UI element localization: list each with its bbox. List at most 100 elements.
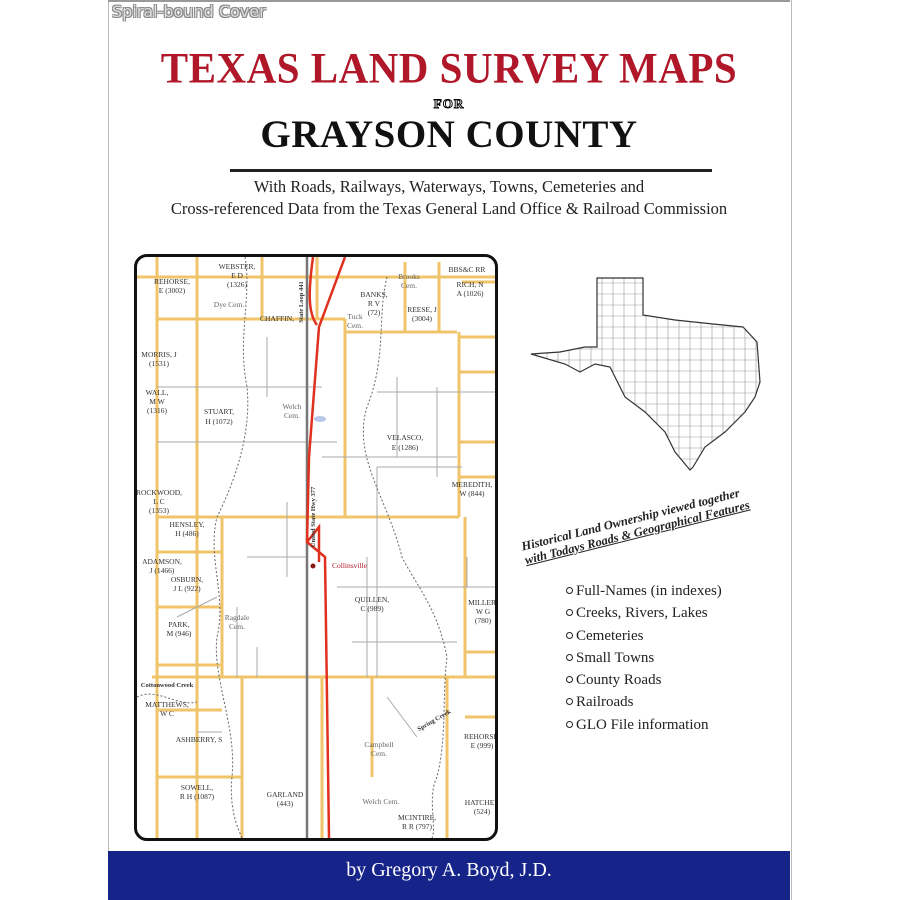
map-label: WEBSTER, bbox=[219, 262, 256, 271]
feature-label: County Roads bbox=[576, 672, 662, 689]
map-label: (1353) bbox=[149, 506, 169, 515]
map-label: ADAMSON, bbox=[142, 557, 182, 566]
map-label: J L (922) bbox=[173, 584, 201, 593]
map-label: Dye Cem. bbox=[214, 300, 245, 309]
lake bbox=[314, 416, 326, 422]
county-lines bbox=[531, 278, 760, 470]
map-label: (72) bbox=[368, 308, 381, 317]
map-label: VELASCO, bbox=[387, 433, 424, 442]
map-label: PARK, bbox=[168, 620, 189, 629]
feature-item: Railroads bbox=[566, 691, 722, 713]
bullet-icon bbox=[566, 698, 573, 706]
map-label: (524) bbox=[474, 807, 491, 816]
map-label: Cem. bbox=[371, 749, 387, 758]
town-marker bbox=[310, 563, 316, 569]
feature-label: GLO File information bbox=[576, 716, 709, 733]
bullet-icon bbox=[566, 587, 573, 594]
map-label: OSBURN, bbox=[171, 575, 203, 584]
map-label: Cem. bbox=[229, 622, 245, 631]
survey-boundaries bbox=[137, 257, 495, 838]
map-label: (443) bbox=[277, 799, 294, 808]
author-banner: by Gregory A. Boyd, J.D. bbox=[108, 851, 790, 900]
map-label: E D bbox=[231, 271, 243, 280]
map-label: R H (1087) bbox=[180, 792, 215, 801]
title-for: FOR bbox=[433, 96, 465, 112]
map-label: ASHBERRY, S bbox=[176, 735, 223, 744]
map-label: Ragdale bbox=[225, 613, 250, 622]
map-label: Cem. bbox=[401, 281, 417, 290]
subtitle-line-2: Cross-referenced Data from the Texas Gen… bbox=[170, 199, 728, 218]
map-label: Cottonwood Creek bbox=[141, 682, 194, 689]
map-label: H (1072) bbox=[205, 417, 233, 426]
feature-item: County Roads bbox=[566, 669, 722, 691]
feature-label: Railroads bbox=[576, 694, 634, 711]
map-label: HATCHER bbox=[465, 798, 495, 807]
map-label: MILLER, bbox=[468, 598, 495, 607]
bullet-icon bbox=[566, 653, 573, 661]
map-label: E (999) bbox=[471, 741, 494, 750]
creeks bbox=[137, 257, 448, 838]
map-label: (1531) bbox=[149, 359, 169, 368]
feature-item: Small Towns bbox=[566, 647, 722, 669]
bullet-icon bbox=[566, 720, 573, 728]
map-label: MEREDITH, bbox=[452, 480, 493, 489]
feature-label: Small Towns bbox=[576, 649, 655, 666]
map-label: REESE, J bbox=[407, 305, 437, 314]
bullet-icon bbox=[566, 631, 573, 639]
map-label: Welch Cem. bbox=[363, 797, 400, 806]
map-label: W C bbox=[160, 709, 174, 718]
feature-item: Full-Names (in indexes) bbox=[566, 580, 722, 602]
highway-377 bbox=[305, 257, 347, 838]
map-label: BBS&C RR bbox=[449, 265, 486, 274]
map-label: MORRIS, J bbox=[141, 350, 177, 359]
map-label: C (989) bbox=[360, 604, 384, 613]
map-label: M W bbox=[149, 397, 165, 406]
map-label: CHAFFIN, bbox=[260, 314, 294, 323]
map-label: R R (797) bbox=[402, 822, 433, 831]
feature-item: GLO File information bbox=[566, 714, 722, 736]
map-label: (1326) bbox=[227, 280, 247, 289]
map-label: Campbell bbox=[364, 740, 393, 749]
map-label: Cem. bbox=[347, 321, 363, 330]
map-label: REHORSE, bbox=[464, 732, 495, 741]
map-label: H (486) bbox=[175, 529, 199, 538]
map-label: HENSLEY, bbox=[169, 520, 204, 529]
map-label: L C bbox=[153, 497, 164, 506]
feature-label: Cemeteries bbox=[576, 627, 644, 644]
map-label: QUILLEN, bbox=[355, 595, 389, 604]
feature-label: Full-Names (in indexes) bbox=[576, 583, 722, 599]
map-label: R V bbox=[368, 299, 381, 308]
map-label: (780) bbox=[475, 616, 492, 625]
feature-item: Cemeteries bbox=[566, 625, 722, 647]
county-roads bbox=[157, 337, 495, 738]
map-label: Tuck bbox=[347, 312, 362, 321]
county-title: GRAYSON COUNTY bbox=[260, 113, 638, 156]
map-label: Cem. bbox=[284, 411, 300, 420]
feature-label: Creeks, Rivers, Lakes bbox=[576, 605, 708, 622]
map-label: Collinsville bbox=[332, 561, 368, 570]
subtitle-line-1: With Roads, Railways, Waterways, Towns, … bbox=[253, 177, 645, 196]
map-label: Brooks bbox=[398, 272, 420, 281]
map-label: Welch bbox=[283, 402, 302, 411]
map-label: E (3002) bbox=[159, 286, 186, 295]
map-label: W (844) bbox=[459, 489, 485, 498]
map-label: A (1026) bbox=[457, 289, 484, 298]
map-label: STUART, bbox=[204, 407, 234, 416]
map-label: SOWELL, bbox=[181, 783, 213, 792]
survey-map: WEBSTER, E D (1326) REHORSE, E (3002) Dye Cem… bbox=[134, 254, 498, 841]
map-label: United State Hwy 377 bbox=[310, 486, 317, 547]
map-label: W G bbox=[476, 607, 491, 616]
map-labels: WEBSTER,E D(1326) REHORSE, E (3002) Dye Cem… bbox=[137, 262, 495, 831]
binding-badge: Spiral-bound Cover bbox=[112, 2, 266, 21]
map-label: (1316) bbox=[147, 406, 167, 415]
map-label: (3004) bbox=[412, 314, 432, 323]
survey-map-drawing: WEBSTER,E D(1326) REHORSE, E (3002) Dye Cem… bbox=[137, 257, 495, 838]
feature-item: Creeks, Rivers, Lakes bbox=[566, 602, 722, 624]
map-label: State Loop 441 bbox=[298, 281, 305, 323]
feature-list: Full-Names (in indexes) Creeks, Rivers, … bbox=[566, 580, 722, 736]
cover-edge bbox=[108, 0, 790, 2]
map-label: ROCKWOOD, bbox=[137, 488, 182, 497]
book-title: TEXAS LAND SURVEY MAPS bbox=[160, 43, 738, 93]
map-label: E (1286) bbox=[392, 443, 419, 452]
map-label: RICH, N bbox=[456, 280, 484, 289]
